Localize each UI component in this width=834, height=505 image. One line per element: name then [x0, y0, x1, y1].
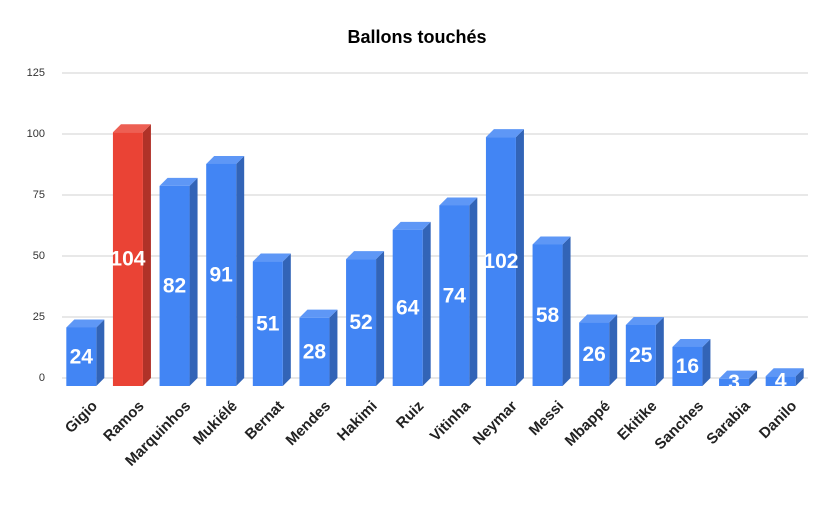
bar-side	[702, 338, 711, 386]
bar-top	[532, 236, 571, 245]
bar-front	[392, 229, 423, 386]
bar-top	[346, 251, 385, 260]
bar-side	[422, 221, 431, 386]
bar-front	[719, 378, 750, 386]
value-label: 74	[443, 284, 467, 307]
bar-top	[765, 368, 804, 377]
bar-side	[282, 253, 291, 386]
bar-side	[562, 236, 571, 386]
bar	[579, 314, 618, 386]
bar-side	[236, 155, 245, 386]
bar	[112, 124, 151, 387]
bar-front	[765, 376, 796, 386]
bar	[159, 177, 198, 386]
value-label: 51	[256, 312, 280, 335]
value-label: 4	[775, 370, 787, 393]
bar-front	[485, 137, 516, 386]
bar	[439, 197, 478, 386]
bar	[672, 338, 711, 386]
value-label: 102	[483, 250, 518, 273]
bar-side	[655, 317, 664, 386]
bar-top	[485, 129, 524, 138]
bar-side	[609, 314, 618, 386]
value-label: 24	[70, 345, 94, 368]
bar	[532, 236, 571, 386]
bar-front	[66, 327, 97, 386]
bar	[485, 129, 524, 386]
chart-title: Ballons touchés	[347, 27, 486, 47]
bar-front	[625, 325, 656, 386]
bar-top	[719, 370, 758, 379]
bar-top	[299, 309, 338, 318]
value-label: 104	[110, 248, 145, 271]
value-label: 16	[676, 355, 699, 378]
y-tick-label: 100	[27, 128, 45, 140]
bar-top	[112, 124, 151, 133]
bar-front	[672, 346, 703, 386]
value-label: 28	[303, 340, 327, 363]
bar	[625, 317, 664, 386]
value-label: 58	[536, 304, 560, 327]
bar-side	[96, 319, 105, 386]
bar	[392, 221, 431, 386]
bar-front	[532, 244, 563, 386]
y-tick-label: 50	[33, 250, 45, 262]
bar	[66, 319, 105, 386]
bar-side	[142, 124, 151, 387]
bar-top	[672, 338, 711, 347]
bar-side	[469, 197, 478, 386]
bar	[206, 155, 245, 386]
y-tick-label: 75	[33, 189, 45, 201]
bar-side	[189, 177, 198, 386]
bar-top	[206, 155, 245, 164]
y-tick-label: 125	[27, 67, 45, 79]
value-label: 91	[210, 264, 234, 287]
y-tick-label: 0	[39, 372, 45, 384]
value-label: 25	[629, 344, 653, 367]
value-label: 3	[728, 371, 740, 394]
bar-top	[439, 197, 478, 206]
bar-side	[515, 129, 524, 386]
bar	[346, 251, 385, 386]
bar-side	[329, 309, 338, 386]
bar	[719, 370, 758, 386]
bar-top	[625, 317, 664, 325]
bar-front	[439, 205, 470, 386]
bar-front	[206, 163, 237, 386]
bar-front	[252, 261, 283, 386]
bar-top	[252, 253, 291, 262]
bar-front	[346, 259, 377, 386]
bar-top	[159, 177, 198, 186]
value-label: 82	[163, 275, 186, 298]
y-tick-label: 25	[33, 311, 45, 323]
bar-top	[392, 221, 431, 230]
bar	[252, 253, 291, 386]
bar-front	[299, 317, 330, 386]
value-label: 64	[396, 296, 420, 319]
bar-side	[795, 368, 804, 386]
bar-front	[159, 185, 190, 386]
bar-side	[749, 370, 758, 386]
bar	[299, 309, 338, 386]
bar-front	[112, 132, 143, 386]
bar-top	[579, 314, 618, 323]
value-label: 52	[349, 311, 372, 334]
bar	[765, 368, 804, 386]
value-label: 26	[583, 343, 606, 366]
bar-side	[376, 251, 385, 386]
bar-front	[579, 322, 610, 386]
bar-top	[66, 319, 105, 328]
